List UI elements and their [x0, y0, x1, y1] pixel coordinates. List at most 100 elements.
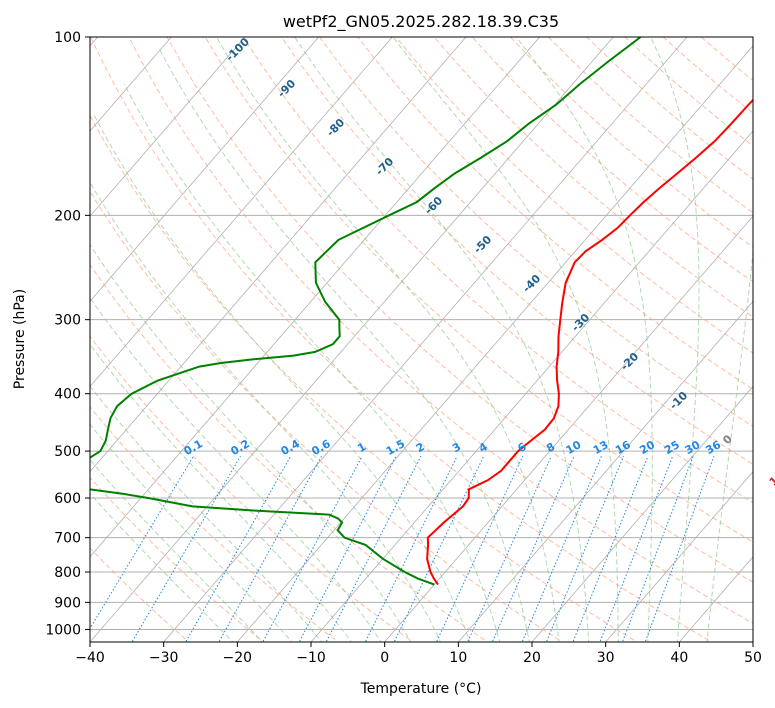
mixing-ratio-line	[218, 455, 322, 642]
isotherm-line	[90, 37, 614, 642]
moist-adiabat-line	[123, 83, 501, 642]
moist-adiabat-line	[90, 459, 264, 642]
mixing-ratio-line	[491, 455, 575, 642]
x-tick-label: −20	[223, 650, 253, 666]
x-tick-label: 40	[670, 650, 688, 666]
mixing-ratio-label: 3	[450, 440, 463, 455]
x-tick-label: 50	[744, 650, 762, 666]
y-tick-label: 900	[54, 595, 81, 611]
mixing-ratio-line	[467, 455, 552, 642]
isotherm-label: -10	[667, 389, 690, 412]
dry-adiabat-line	[586, 37, 753, 180]
mixing-ratio-line	[262, 455, 363, 642]
dry-adiabat-line	[90, 114, 638, 642]
mixing-ratio-line	[435, 455, 524, 642]
moist-adiabat-line	[650, 37, 700, 642]
mixing-ratio-line	[185, 455, 292, 642]
moist-adiabat-line	[392, 37, 619, 642]
isotherm-label: -60	[422, 194, 445, 217]
chart-title: wetPf2_GN05.2025.282.18.39.C35	[283, 12, 559, 32]
dry-adiabat-line	[204, 37, 753, 543]
plot-frame	[89, 36, 754, 643]
dry-adiabat-line	[548, 37, 753, 214]
dry-adiabat-line	[90, 335, 414, 642]
isotherm-line	[752, 641, 753, 642]
mixing-ratio-line	[599, 456, 674, 642]
isotherm-label: -70	[373, 155, 396, 178]
x-tick-label: −40	[75, 650, 105, 666]
x-tick-label: 20	[523, 650, 541, 666]
isotherm-line	[90, 37, 246, 217]
moist-adiabat-line	[90, 385, 323, 642]
dry-adiabat-line	[510, 37, 753, 248]
dry-adiabat-line	[395, 37, 753, 354]
x-tick-label: −30	[149, 650, 179, 666]
dry-adiabat-line	[90, 263, 489, 642]
dry-adiabat-line	[433, 37, 753, 318]
mixing-ratio-line	[545, 456, 625, 642]
isotherm-line	[90, 37, 393, 388]
isotherm-label: -80	[324, 116, 347, 139]
moist-adiabat-line	[215, 37, 560, 642]
moist-adiabat-line	[706, 246, 753, 642]
mixing-ratio-label: 10	[564, 438, 584, 457]
dry-adiabat-line	[700, 37, 753, 82]
dry-adiabat-line	[90, 406, 340, 642]
mixing-ratio-label: 0.2	[229, 437, 252, 458]
mixing-ratio-line	[572, 456, 649, 642]
mixing-ratio-line	[131, 455, 241, 642]
moist-adiabat-line	[90, 296, 382, 642]
isotherm-line	[236, 45, 753, 642]
isotherm-label: 10	[767, 468, 775, 488]
dry-adiabat-line	[128, 37, 753, 624]
isotherm-label: -90	[275, 77, 298, 100]
isotherm-line	[90, 37, 541, 558]
isotherm-line	[605, 471, 753, 642]
y-tick-label: 500	[54, 444, 81, 460]
moist-adiabat-line	[93, 113, 471, 642]
y-tick-label: 400	[54, 387, 81, 403]
y-tick-label: 800	[54, 565, 81, 581]
y-tick-label: 100	[54, 30, 81, 46]
mixing-ratio-label: 0.1	[182, 437, 205, 458]
dry-adiabat-line	[90, 190, 564, 642]
mixing-ratio-label: 1	[355, 440, 368, 455]
mixing-ratio-label: 30	[683, 438, 703, 457]
isotherm-line	[90, 37, 467, 473]
temperature-profile-line	[426, 98, 753, 586]
dry-adiabat-line	[280, 37, 753, 465]
moist-adiabat-line	[294, 37, 590, 642]
isotherm-label: -30	[569, 311, 592, 334]
dry-adiabat-line	[242, 37, 753, 504]
mixing-ratio-label: 1.5	[384, 437, 407, 458]
dry-adiabat-line	[90, 476, 265, 642]
y-tick-label: 200	[54, 208, 81, 224]
isotherm-line	[163, 37, 688, 642]
dry-adiabat-line	[90, 37, 713, 642]
isotherm-label: -50	[471, 233, 494, 256]
moist-adiabat-line	[90, 492, 234, 642]
y-axis-label: Pressure (hPa)	[12, 289, 28, 389]
isotherm-line	[90, 37, 172, 132]
y-tick-label: 300	[54, 313, 81, 329]
mixing-ratio-label: 2	[414, 440, 427, 455]
mixing-ratio-line	[90, 455, 194, 630]
isotherm-label: -20	[618, 350, 641, 373]
dry-adiabat-line	[357, 37, 753, 390]
y-tick-label: 700	[54, 531, 81, 547]
moist-adiabat-line	[90, 343, 352, 642]
isotherm-line	[384, 215, 753, 642]
moist-adiabat-line	[90, 181, 441, 642]
x-axis-label: Temperature (°C)	[360, 681, 482, 697]
x-tick-label: 30	[597, 650, 615, 666]
x-tick-label: 10	[449, 650, 467, 666]
x-tick-label: 0	[380, 650, 389, 666]
mixing-ratio-label: 8	[544, 440, 557, 455]
mixing-ratio-label: 4	[477, 440, 490, 455]
isotherm-line	[90, 37, 320, 302]
isotherm-label: -100	[223, 35, 252, 64]
dry-adiabat-line	[319, 37, 753, 427]
moist-adiabat-line	[515, 37, 653, 642]
mixing-ratio-label: 13	[591, 438, 611, 457]
